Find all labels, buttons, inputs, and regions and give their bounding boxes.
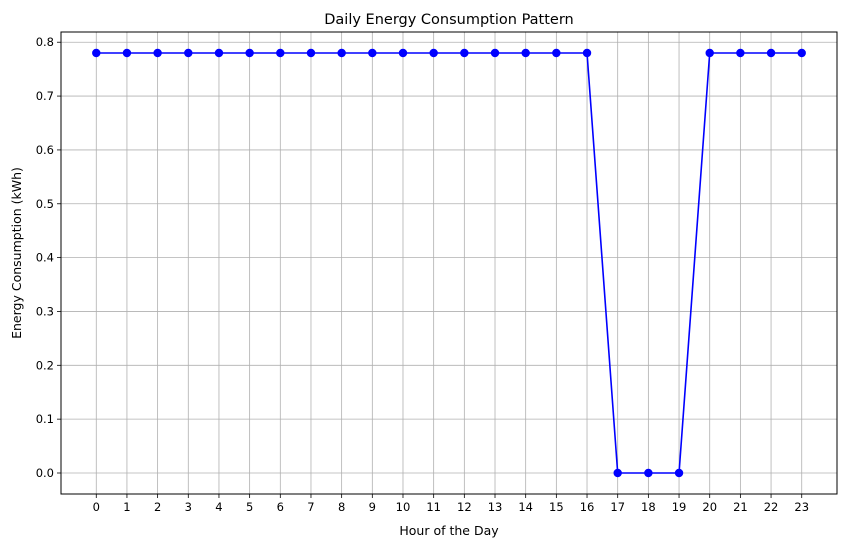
y-tick-label: 0.7 bbox=[36, 89, 54, 103]
data-point bbox=[122, 48, 132, 58]
x-tick-label: 8 bbox=[338, 500, 345, 514]
plot-frame bbox=[60, 31, 838, 495]
x-tick-label: 0 bbox=[93, 500, 100, 514]
y-tick-label: 0.0 bbox=[36, 466, 54, 480]
y-tick-label: 0.8 bbox=[36, 35, 54, 49]
data-point bbox=[429, 48, 438, 58]
x-tick-label: 7 bbox=[307, 500, 314, 514]
grid bbox=[61, 32, 837, 494]
data-point bbox=[306, 48, 316, 58]
x-tick-label: 22 bbox=[764, 500, 779, 514]
x-tick-label: 19 bbox=[672, 500, 687, 514]
x-tick-label: 16 bbox=[580, 500, 595, 514]
x-tick-label: 13 bbox=[488, 500, 503, 514]
data-point bbox=[705, 48, 714, 58]
x-tick-label: 18 bbox=[641, 500, 656, 514]
data-point bbox=[245, 48, 254, 58]
x-tick-label: 20 bbox=[702, 500, 717, 514]
x-tick-label: 14 bbox=[518, 500, 533, 514]
data-point bbox=[552, 48, 561, 58]
x-tick-label: 6 bbox=[277, 500, 284, 514]
data-point bbox=[184, 48, 193, 58]
y-tick-label: 0.5 bbox=[36, 197, 54, 211]
x-axis-label: Hour of the Day bbox=[399, 523, 499, 538]
data-point bbox=[92, 48, 101, 58]
data-point bbox=[613, 468, 622, 478]
data-point bbox=[460, 48, 469, 58]
data-point bbox=[766, 48, 776, 58]
x-tick-label: 9 bbox=[369, 500, 376, 514]
data-point bbox=[736, 48, 745, 58]
data-point bbox=[214, 48, 224, 58]
y-tick-label: 0.3 bbox=[36, 304, 54, 318]
data-point bbox=[797, 48, 806, 58]
x-tick-label: 2 bbox=[154, 500, 161, 514]
y-tick-label: 0.2 bbox=[36, 358, 54, 372]
x-tick-label: 12 bbox=[457, 500, 472, 514]
data-point bbox=[337, 48, 346, 58]
x-tick-label: 1 bbox=[123, 500, 130, 514]
x-tick-label: 21 bbox=[733, 500, 748, 514]
data-point bbox=[644, 468, 653, 478]
x-tick-label: 17 bbox=[610, 500, 625, 514]
x-tick-label: 10 bbox=[396, 500, 411, 514]
data-point bbox=[368, 48, 377, 58]
ticks: 0 1 2 3 4 5 6 7 8 9 10 11 12 13 14 15 16 17 18 19 20 21 22 230.… bbox=[36, 35, 809, 514]
x-tick-label: 3 bbox=[185, 500, 192, 514]
y-tick-label: 0.1 bbox=[36, 412, 54, 426]
series-line bbox=[96, 52, 802, 474]
y-axis-label: Energy Consumption (kWh) bbox=[9, 167, 24, 339]
data-point bbox=[490, 48, 500, 58]
series-layer bbox=[92, 48, 806, 478]
x-tick-label: 5 bbox=[246, 500, 253, 514]
data-point bbox=[153, 48, 162, 58]
x-tick-label: 15 bbox=[549, 500, 564, 514]
x-tick-label: 4 bbox=[215, 500, 222, 514]
data-point bbox=[398, 48, 408, 58]
data-point bbox=[582, 48, 592, 58]
data-point bbox=[521, 48, 530, 58]
y-tick-label: 0.6 bbox=[36, 143, 54, 157]
x-tick-label: 23 bbox=[794, 500, 809, 514]
chart-title: Daily Energy Consumption Pattern bbox=[324, 12, 573, 28]
y-tick-label: 0.4 bbox=[36, 251, 54, 265]
data-point bbox=[674, 468, 684, 478]
x-tick-label: 11 bbox=[426, 500, 441, 514]
data-point bbox=[276, 48, 285, 58]
